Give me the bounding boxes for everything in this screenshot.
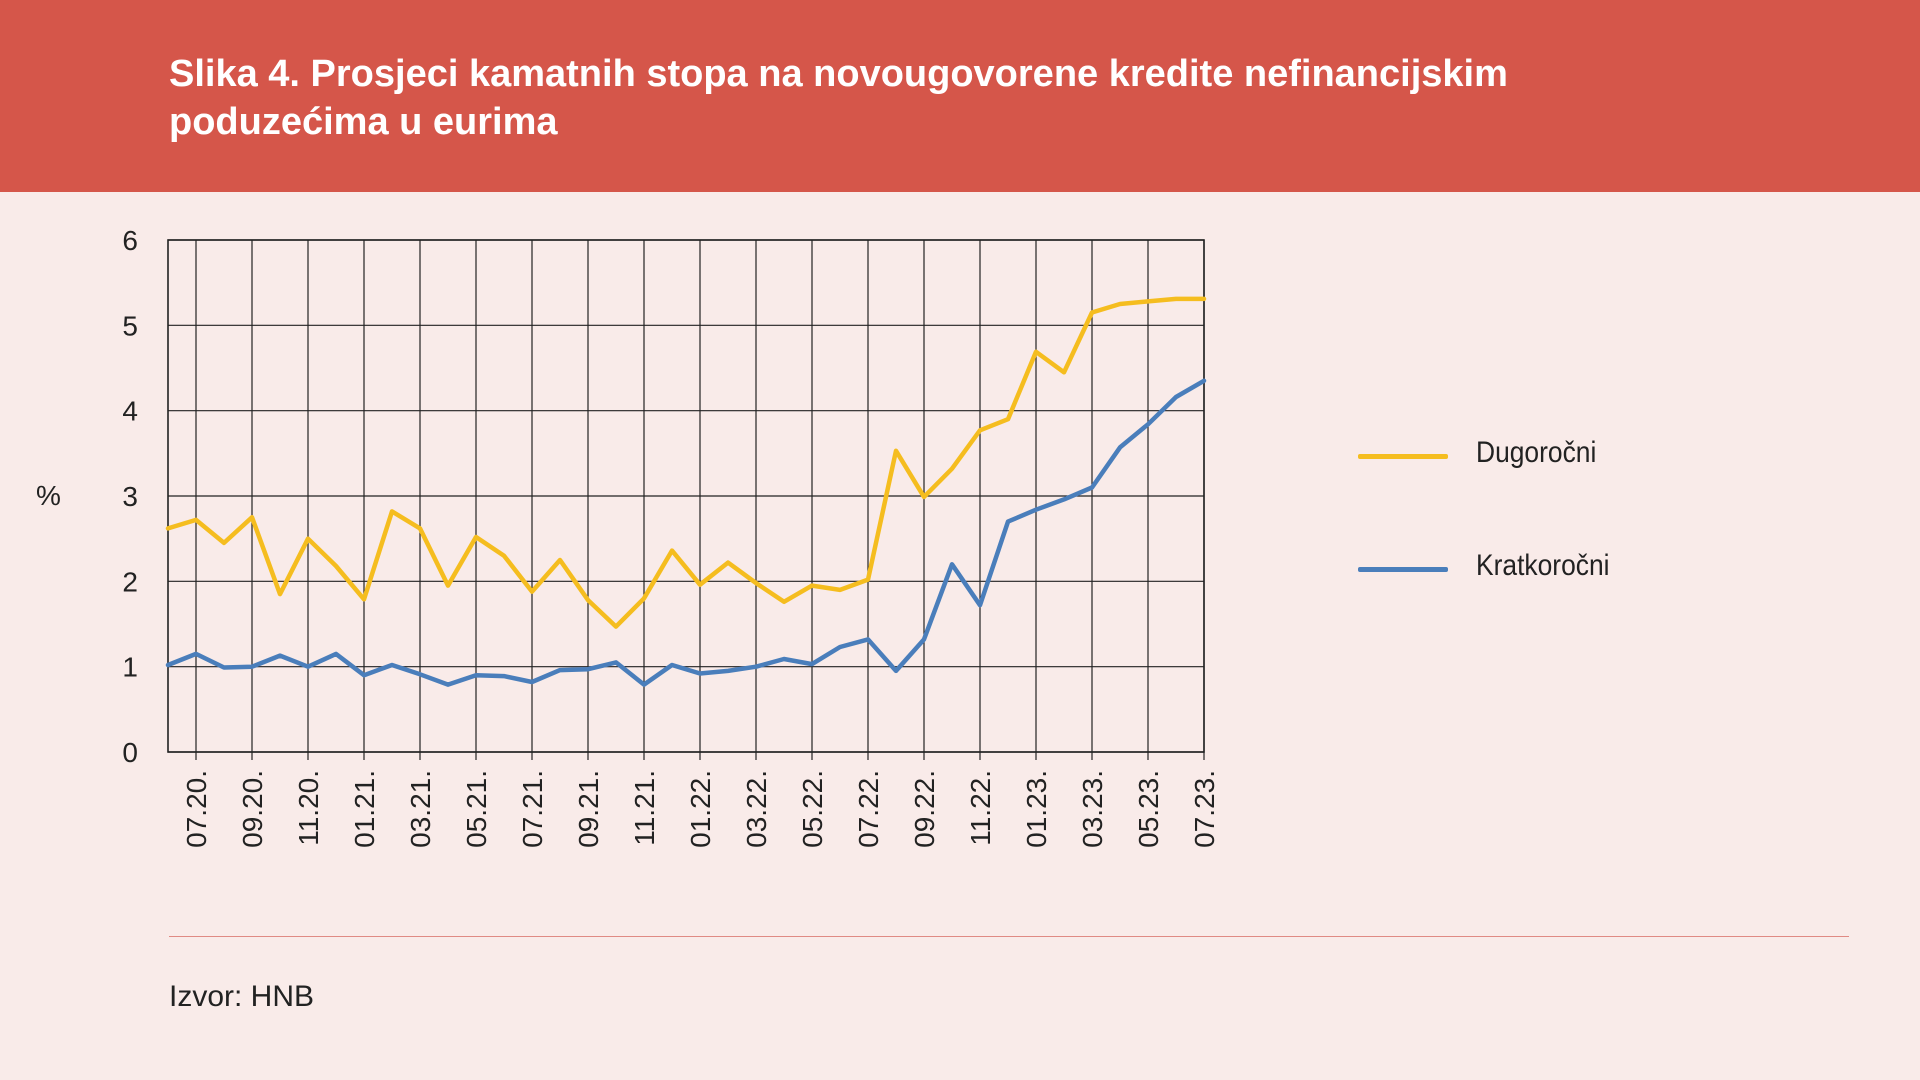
x-tick-label: 07.21. <box>517 770 548 848</box>
legend-label-kratkorocni: Kratkoročni <box>1476 549 1610 582</box>
x-tick-label: 09.20. <box>237 770 268 848</box>
series-line-kratkorocni <box>165 378 1207 687</box>
y-tick-label: 4 <box>122 396 138 427</box>
y-tick-label: 2 <box>122 566 138 597</box>
x-tick-label: 05.22. <box>797 770 828 848</box>
y-tick-label: 0 <box>122 737 138 768</box>
legend-label-dugorocni: Dugoročni <box>1476 436 1597 469</box>
footer-divider <box>169 936 1849 937</box>
legend-swatch-dugorocni <box>1358 454 1448 459</box>
x-tick-label: 01.22. <box>685 770 716 848</box>
x-tick-label: 07.22. <box>853 770 884 848</box>
y-axis-label: % <box>36 480 61 511</box>
legend-item-dugorocni: Dugoročni <box>1358 436 1758 476</box>
line-chart: 0 1 2 3 4 5 6 07.20. 09.20. 11.20. 01.21. 03.21. 05.… <box>122 225 1220 848</box>
x-tick-label: 07.20. <box>181 770 212 848</box>
source-note: Izvor: HNB <box>169 980 315 1013</box>
y-tick-label: 5 <box>122 310 138 341</box>
x-tick-label: 01.23. <box>1021 770 1052 848</box>
chart-legend: Dugoročni Kratkoročni <box>1358 420 1758 620</box>
legend-swatch-kratkorocni <box>1358 567 1448 572</box>
series-line-dugorocni <box>165 296 1207 629</box>
x-tick-label: 03.21. <box>405 770 436 848</box>
x-tick-label: 09.22. <box>909 770 940 848</box>
plot-frame <box>167 239 1205 753</box>
header-banner <box>0 0 1920 192</box>
x-tick-label: 03.22. <box>741 770 772 848</box>
x-tick-label: 11.21. <box>629 770 660 846</box>
x-tick-label: 01.21. <box>349 770 380 848</box>
x-tick-label: 11.20. <box>293 770 324 846</box>
chart-title: Slika 4. Prosjeci kamatnih stopa na novo… <box>169 53 1508 143</box>
y-tick-label: 1 <box>122 652 138 683</box>
x-tick-label: 05.21. <box>461 770 492 848</box>
x-tick-label: 09.21. <box>573 770 604 848</box>
y-tick-label: 6 <box>122 225 138 256</box>
y-tick-label: 3 <box>122 481 138 512</box>
x-tick-label: 07.23. <box>1189 770 1220 848</box>
x-tick-label: 11.22. <box>965 770 996 846</box>
legend-item-kratkorocni: Kratkoročni <box>1358 549 1758 589</box>
x-tick-label: 03.23. <box>1077 770 1108 848</box>
x-tick-label: 05.23. <box>1133 770 1164 848</box>
